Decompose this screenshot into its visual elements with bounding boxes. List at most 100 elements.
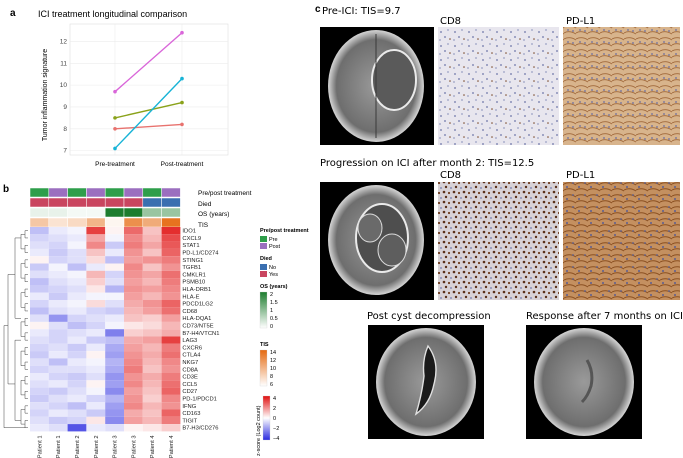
heatmap-cell: [124, 292, 143, 300]
track-prepost-cell: [104, 187, 125, 198]
heatmap-cell: [30, 343, 49, 352]
heatmap-cell: [86, 409, 106, 417]
legend-post-swatch: [260, 243, 267, 249]
legend-died: Died No Yes: [260, 256, 278, 278]
dendrogram-branch: [24, 405, 28, 414]
heatmap-cell: [105, 307, 124, 315]
heatmap-cell: [86, 307, 106, 315]
heatmap-cell: [30, 365, 49, 373]
heatmap-cell: [30, 329, 49, 337]
heatmap-cell: [86, 373, 106, 381]
heatmap-cell: [161, 307, 181, 315]
dendrogram-branch: [3, 325, 28, 428]
data-point: [113, 146, 117, 151]
heatmap-cell: [161, 387, 181, 395]
track-label-died: Died: [198, 201, 212, 208]
legend-z-tick: −2: [273, 426, 279, 432]
patient-label: Patient 2: [94, 435, 100, 458]
chart-a-ylabel: Tumor inflammation signature: [42, 49, 49, 141]
chart-a-title: ICI treatment longitudinal comparison: [38, 9, 187, 19]
track-os-cell: [48, 207, 68, 218]
heatmap-cell: [67, 321, 87, 330]
heatmap-cell: [67, 241, 87, 249]
gene-label: B7-H3/CD276: [182, 426, 218, 432]
mri-progression: [320, 182, 434, 300]
mri-response: [526, 325, 642, 439]
heatmap-cell: [48, 300, 68, 308]
heatmap-cell: [105, 270, 124, 279]
heatmap-cell: [48, 241, 68, 249]
heatmap-cell: [124, 241, 143, 249]
dendrogram-branch: [24, 303, 28, 312]
track-died-cell: [48, 197, 68, 208]
heatmap-cell: [142, 321, 162, 330]
y-tick-label: 7: [63, 148, 67, 155]
track-tis-cell: [48, 217, 68, 228]
heatmap-cell: [142, 256, 162, 264]
heatmap-cell: [30, 424, 49, 432]
heatmap-cell: [142, 241, 162, 249]
heatmap-cell: [67, 380, 87, 388]
legend-yes-label: Yes: [269, 272, 278, 278]
heatmap-cell: [30, 351, 49, 359]
heatmap-cell: [124, 270, 143, 279]
heatmap-cell: [67, 307, 87, 315]
heatmap-cell: [142, 358, 162, 366]
track-os-cell: [67, 207, 87, 218]
track-died-cell: [161, 197, 181, 208]
heatmap-cell: [67, 263, 87, 271]
dendrogram-branch: [24, 420, 28, 428]
track-tis-cell: [104, 217, 125, 228]
heatmap-cell: [105, 402, 124, 410]
heatmap-cell: [105, 234, 124, 242]
y-tick-label: 10: [60, 82, 68, 89]
heatmap-cell: [48, 234, 68, 242]
heatmap-cell: [67, 365, 87, 373]
legend-prepost-title: Pre/post treatment: [260, 228, 309, 234]
legend-z-tick: 2: [273, 406, 276, 412]
heatmap-cell: [86, 329, 106, 337]
legend-tis-tick: 12: [270, 358, 276, 364]
heatmap-cell: [161, 234, 181, 242]
heatmap-cell: [48, 402, 68, 410]
dendrogram-branch: [24, 274, 28, 282]
track-prepost-cell: [142, 187, 162, 198]
legend-tis-bar: [259, 349, 268, 387]
heatmap-cell: [30, 380, 49, 388]
heatmap-cell: [161, 394, 181, 403]
legend-zscore: z-score (Log2 count) 4 2 0 −2 −4: [256, 395, 279, 456]
legend-z-tick: −4: [273, 436, 279, 442]
heatmap-cell: [105, 263, 124, 271]
heatmap-cell: [105, 358, 124, 366]
legend-no-swatch: [260, 264, 267, 270]
dendrogram-branch: [20, 263, 25, 279]
track-tis-cell: [123, 217, 144, 228]
heatmap-cell: [161, 270, 181, 279]
data-point: [113, 127, 117, 131]
heatmap-cell: [30, 300, 49, 308]
data-point: [113, 116, 117, 120]
heatmap-cell: [105, 248, 124, 257]
heatmap-cell: [142, 365, 162, 373]
heatmap-cell: [105, 256, 124, 264]
dendrogram-branch: [24, 259, 28, 268]
heatmap-cell: [124, 329, 143, 337]
gene-label: STING1: [182, 258, 203, 264]
legend-os-tick: 1: [270, 308, 273, 314]
heatmap-cell: [161, 336, 181, 344]
heatmap-cell: [142, 416, 162, 425]
heatmap-cell: [124, 394, 143, 403]
heatmap-cell: [105, 329, 124, 337]
heatmap-cell: [105, 365, 124, 373]
data-point: [180, 100, 184, 105]
track-os-cell: [29, 207, 50, 218]
heatmap-cell: [124, 256, 143, 264]
heatmap-cell: [30, 314, 49, 322]
heatmap-cell: [86, 314, 106, 322]
heatmap-cell: [48, 314, 68, 322]
y-tick-label: 12: [60, 38, 68, 45]
legend-os-tick: 0: [270, 324, 273, 330]
track-tis-cell: [142, 217, 162, 228]
heatmap-cell: [30, 336, 49, 344]
dendrogram-branch: [20, 350, 25, 366]
